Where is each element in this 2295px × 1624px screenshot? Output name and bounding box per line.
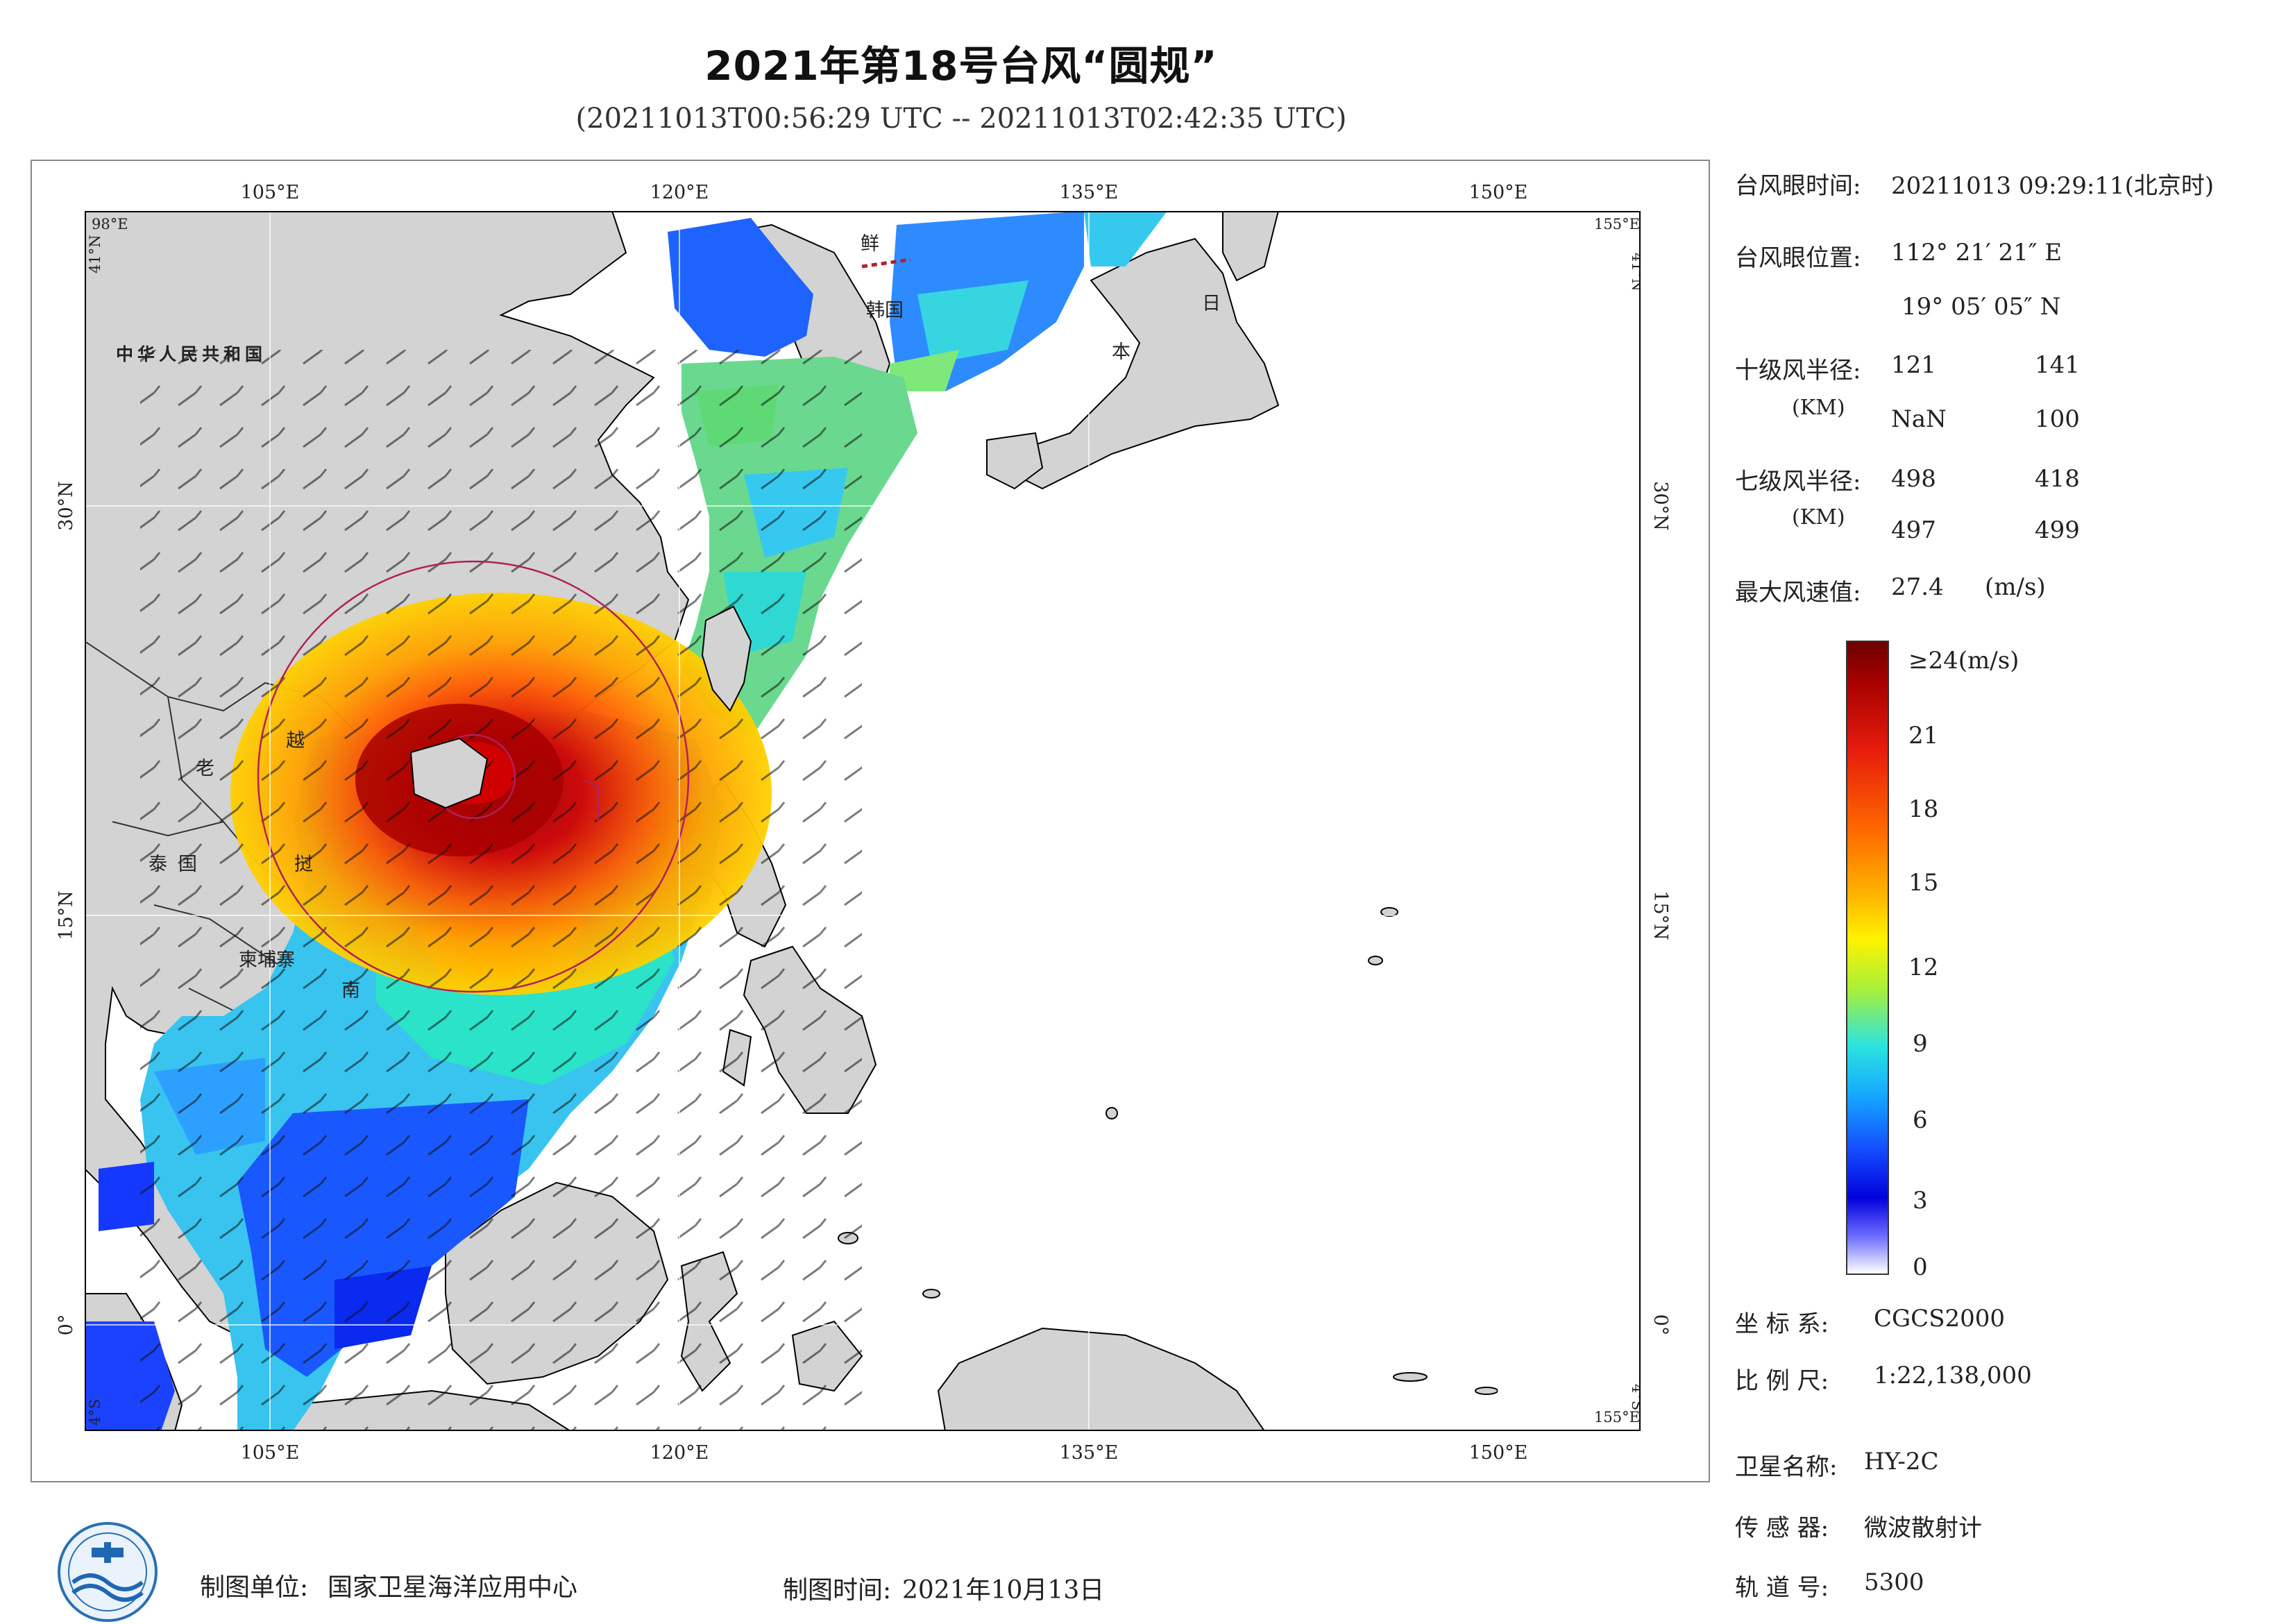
colorbar-label-18: 18 (1908, 795, 1939, 823)
map-subtitle: (20211013T00:56:29 UTC -- 20211013T02:42… (575, 103, 1347, 135)
label-vietnam-1: 越 (286, 730, 305, 752)
orbit-label: 轨 道 号: (1735, 1574, 1829, 1602)
crs-value: CGCS2000 (1874, 1305, 2006, 1333)
max-wind-value: 27.4 (1891, 573, 1944, 601)
crs-label: 坐 标 系: (1735, 1310, 1829, 1338)
map-border (85, 211, 1641, 1431)
org-value: 国家卫星海洋应用中心 (328, 1573, 578, 1602)
r10-value-3: NaN (1891, 405, 1947, 433)
graticule (85, 211, 1641, 1431)
eye-time-label: 台风眼时间: (1735, 172, 1861, 200)
scale-label: 比 例 尺: (1735, 1367, 1829, 1395)
r10-value-4: 100 (2035, 405, 2080, 433)
label-japan-1: 日 (1202, 293, 1221, 314)
corner-lat-tl: 41°N (87, 235, 103, 273)
colorbar-label-3: 3 (1913, 1187, 1928, 1215)
r7-label: 七级风半径: (1735, 468, 1861, 496)
corner-lon-br: 155°E (1594, 1409, 1640, 1426)
corner-lat-bl: 4°S (87, 1399, 103, 1426)
corner-lon-tl: 98°E (92, 216, 128, 232)
eye-latitude: 19° 05′ 05″ N (1902, 293, 2061, 321)
label-korea-north: 鲜 (861, 233, 879, 255)
label-cambodia: 柬埔寨 (239, 949, 295, 971)
corner-lat-tr: 41°N (1629, 253, 1641, 291)
eye-position-label: 台风眼位置: (1735, 244, 1861, 272)
corner-lat-br: 4°S (1629, 1384, 1641, 1410)
r10-unit: (KM) (1792, 396, 1845, 420)
orbit-value: 5300 (1864, 1568, 1924, 1596)
max-wind-unit: (m/s) (1985, 573, 2046, 601)
r10-label: 十级风半径: (1735, 357, 1861, 384)
r7-value-1: 498 (1891, 465, 1936, 493)
label-vietnam-3: 南 (341, 980, 360, 1001)
eye-longitude: 112° 21′ 21″ E (1891, 239, 2063, 267)
wind-speed-colorbar (1846, 641, 1889, 1275)
sensor-label: 传 感 器: (1735, 1514, 1829, 1542)
label-korea-south: 韩国 (866, 300, 904, 321)
r7-value-4: 499 (2035, 516, 2080, 544)
colorbar-label-12: 12 (1908, 954, 1939, 981)
nsoas-logo-icon (58, 1522, 158, 1622)
colorbar-label-9: 9 (1913, 1030, 1928, 1058)
r10-value-2: 141 (2035, 351, 2080, 379)
date-value: 2021年10月13日 (902, 1576, 1105, 1605)
r7-value-2: 418 (2035, 465, 2080, 493)
eye-time-value: 20211013 09:29:11(北京时) (1891, 172, 2214, 200)
map-title: 2021年第18号台风“圆规” (704, 42, 1218, 90)
max-wind-label: 最大风速值: (1735, 579, 1861, 607)
label-china: 中华人民共和国 (116, 344, 266, 364)
r10-value-1: 121 (1891, 351, 1936, 379)
satellite-label: 卫星名称: (1735, 1453, 1838, 1481)
colorbar-label-0: 0 (1913, 1253, 1928, 1281)
colorbar-label-21: 21 (1908, 722, 1939, 750)
corner-lon-tr: 155°E (1594, 216, 1640, 232)
label-laos: 老 (196, 758, 214, 779)
label-thailand: 泰国 (149, 854, 208, 875)
label-japan-2: 本 (1112, 341, 1130, 363)
colorbar-label-15: 15 (1908, 869, 1939, 897)
wind-map: 中华人民共和国 鲜 韩国 日 本 老 越 挝 南 泰国 柬埔寨 98°E 155… (85, 211, 1641, 1431)
label-vietnam-2: 挝 (294, 854, 313, 875)
colorbar-label-top: ≥24(m/s) (1908, 647, 2019, 675)
scale-value: 1:22,138,000 (1874, 1362, 2032, 1389)
satellite-value: HY-2C (1864, 1448, 1939, 1475)
date-label: 制图时间: (783, 1576, 892, 1605)
r7-unit: (KM) (1792, 505, 1845, 530)
colorbar-label-6: 6 (1913, 1106, 1928, 1134)
org-label: 制图单位: (200, 1573, 309, 1602)
sensor-value: 微波散射计 (1864, 1514, 1982, 1542)
r7-value-3: 497 (1891, 516, 1936, 544)
